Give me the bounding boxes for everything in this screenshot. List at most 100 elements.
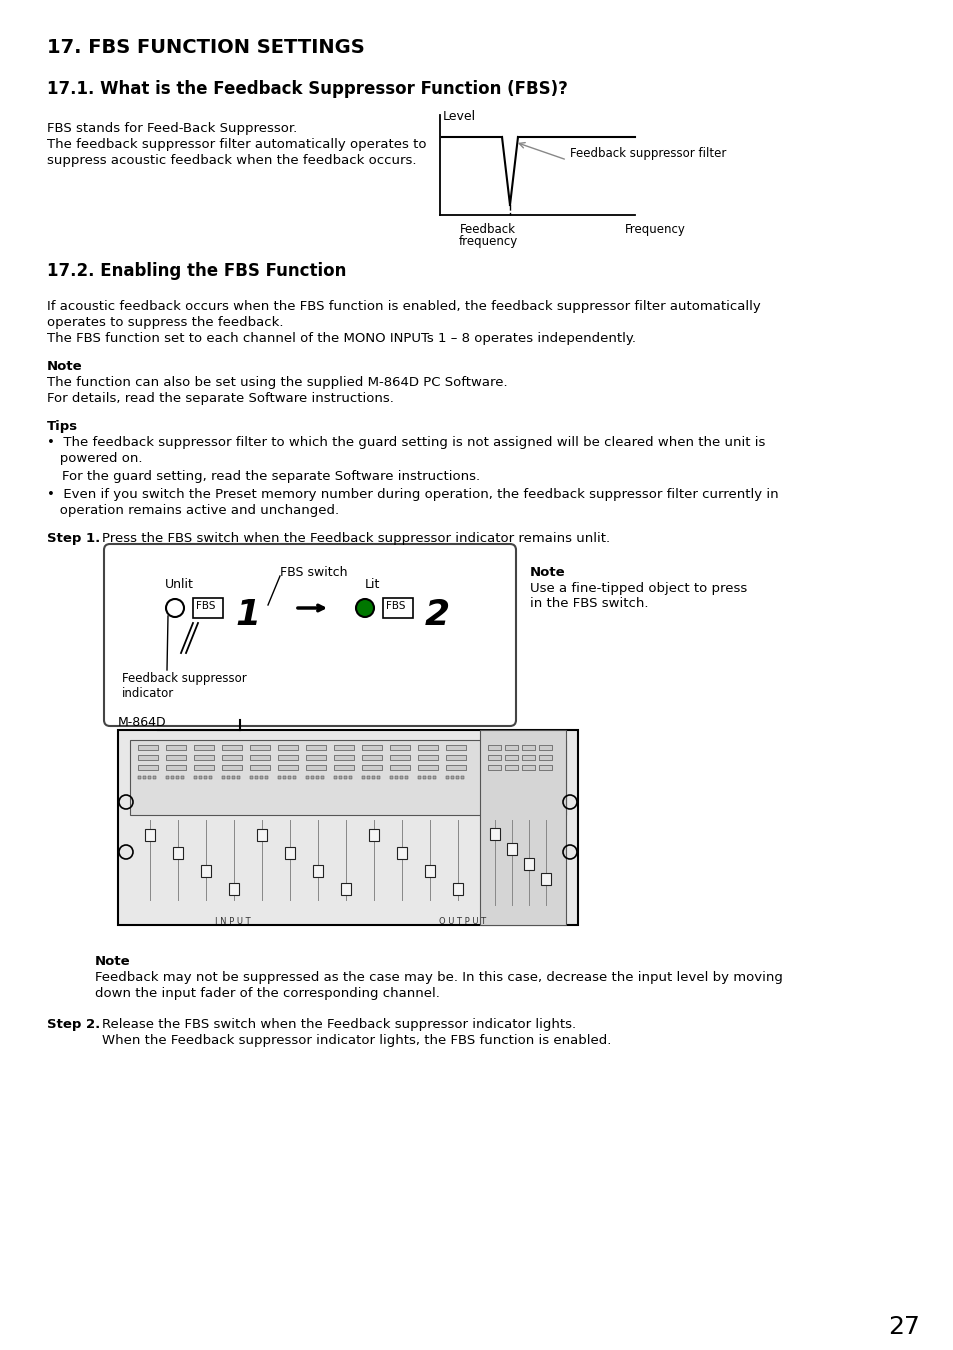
Bar	[334, 755, 354, 760]
Text: •  Even if you switch the Preset memory number during operation, the feedback su: • Even if you switch the Preset memory n…	[47, 487, 778, 501]
Text: 17.2. Enabling the FBS Function: 17.2. Enabling the FBS Function	[47, 262, 346, 279]
Bar	[417, 745, 437, 751]
Text: FBS: FBS	[386, 601, 405, 612]
Bar	[193, 776, 196, 779]
Text: When the Feedback suppressor indicator lights, the FBS function is enabled.: When the Feedback suppressor indicator l…	[102, 1034, 611, 1048]
Bar	[396, 846, 407, 859]
Text: operation remains active and unchanged.: operation remains active and unchanged.	[47, 504, 338, 517]
Bar	[488, 765, 500, 769]
Bar	[490, 828, 499, 840]
Text: suppress acoustic feedback when the feedback occurs.: suppress acoustic feedback when the feed…	[47, 154, 416, 167]
Text: FBS: FBS	[195, 601, 215, 612]
Bar	[521, 745, 535, 751]
Text: Note: Note	[95, 954, 131, 968]
Text: O U T P U T: O U T P U T	[439, 917, 486, 926]
Text: Feedback may not be suppressed as the case may be. In this case, decrease the in: Feedback may not be suppressed as the ca…	[95, 971, 782, 984]
Text: Step 2.: Step 2.	[47, 1018, 100, 1031]
Bar	[311, 776, 314, 779]
Bar	[250, 765, 270, 769]
Bar	[446, 745, 465, 751]
Bar	[175, 776, 179, 779]
Bar	[540, 873, 551, 886]
Bar	[138, 776, 141, 779]
Bar	[148, 776, 151, 779]
Text: For details, read the separate Software instructions.: For details, read the separate Software …	[47, 392, 394, 405]
Bar	[166, 776, 169, 779]
Bar	[306, 776, 309, 779]
Bar	[193, 598, 223, 618]
Text: 27: 27	[887, 1315, 919, 1339]
Text: M-864D: M-864D	[118, 716, 167, 729]
Bar	[256, 829, 267, 841]
Bar	[306, 765, 326, 769]
Bar	[349, 776, 352, 779]
Text: operates to suppress the feedback.: operates to suppress the feedback.	[47, 316, 283, 329]
Bar	[201, 865, 211, 878]
Bar	[361, 765, 381, 769]
Bar	[372, 776, 375, 779]
Bar	[193, 745, 213, 751]
Bar	[453, 883, 462, 895]
Bar	[320, 776, 324, 779]
Bar	[171, 776, 173, 779]
Bar	[229, 883, 239, 895]
Bar	[538, 765, 552, 769]
Circle shape	[355, 599, 374, 617]
Bar	[204, 776, 207, 779]
Bar	[390, 745, 410, 751]
Bar	[306, 755, 326, 760]
Text: 17.1. What is the Feedback Suppressor Function (FBS)?: 17.1. What is the Feedback Suppressor Fu…	[47, 80, 567, 99]
Text: If acoustic feedback occurs when the FBS function is enabled, the feedback suppr: If acoustic feedback occurs when the FBS…	[47, 300, 760, 313]
Bar	[138, 765, 158, 769]
Bar	[506, 842, 517, 855]
Bar	[222, 745, 242, 751]
Bar	[283, 776, 286, 779]
Text: Lit: Lit	[365, 578, 380, 591]
Bar	[172, 846, 183, 859]
Bar	[193, 765, 213, 769]
Bar	[334, 776, 336, 779]
Bar	[118, 730, 578, 925]
Text: Feedback suppressor
indicator: Feedback suppressor indicator	[122, 672, 247, 701]
Bar	[265, 776, 268, 779]
Text: Feedback suppressor filter: Feedback suppressor filter	[569, 147, 725, 161]
Bar	[538, 755, 552, 760]
Bar	[288, 776, 291, 779]
Bar	[344, 776, 347, 779]
Bar	[222, 776, 225, 779]
Text: down the input fader of the corresponding channel.: down the input fader of the correspondin…	[95, 987, 439, 1000]
Text: Release the FBS switch when the Feedback suppressor indicator lights.: Release the FBS switch when the Feedback…	[102, 1018, 576, 1031]
Bar	[361, 745, 381, 751]
Bar	[199, 776, 202, 779]
Bar	[293, 776, 295, 779]
Bar	[227, 776, 230, 779]
Bar	[222, 765, 242, 769]
Text: Step 1.: Step 1.	[47, 532, 100, 545]
Bar	[523, 859, 534, 869]
Text: The feedback suppressor filter automatically operates to: The feedback suppressor filter automatic…	[47, 138, 426, 151]
Bar	[209, 776, 212, 779]
Bar	[250, 776, 253, 779]
Text: Press the FBS switch when the Feedback suppressor indicator remains unlit.: Press the FBS switch when the Feedback s…	[102, 532, 610, 545]
Text: 1: 1	[234, 598, 260, 632]
Bar	[152, 776, 156, 779]
Text: The function can also be set using the supplied M-864D PC Software.: The function can also be set using the s…	[47, 377, 507, 389]
Bar	[338, 776, 341, 779]
Bar	[376, 776, 379, 779]
Bar	[145, 829, 154, 841]
Text: I N P U T: I N P U T	[215, 917, 251, 926]
Bar	[446, 755, 465, 760]
Bar	[417, 755, 437, 760]
Bar	[424, 865, 435, 878]
Bar	[181, 776, 184, 779]
Bar	[315, 776, 318, 779]
Bar	[395, 776, 397, 779]
Bar	[521, 755, 535, 760]
Bar	[405, 776, 408, 779]
Bar	[260, 776, 263, 779]
Bar	[369, 829, 378, 841]
Bar	[143, 776, 146, 779]
Bar	[390, 765, 410, 769]
Bar	[361, 755, 381, 760]
Bar	[433, 776, 436, 779]
